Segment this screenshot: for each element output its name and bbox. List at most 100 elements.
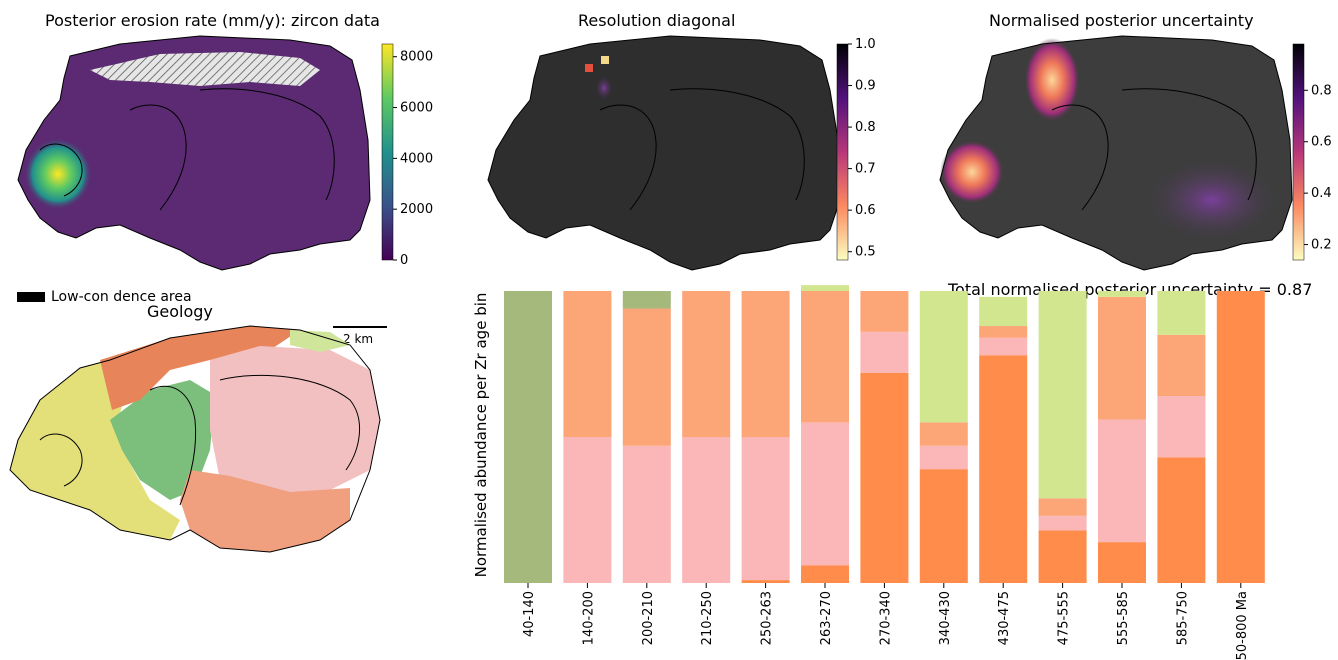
erosion-map-shape xyxy=(18,36,370,270)
colorbar-tick-label: 0.6 xyxy=(855,203,876,218)
bar-segment xyxy=(801,422,849,566)
resolution-pixel xyxy=(601,56,609,64)
erosion-map xyxy=(17,35,371,271)
bar-segment xyxy=(801,565,849,583)
resolution-spot xyxy=(594,74,614,102)
bar-segment xyxy=(1157,396,1206,458)
x-tick-label: 340-430 xyxy=(938,591,953,645)
bar-segment xyxy=(1216,291,1265,583)
geology-salmon-unit xyxy=(180,470,350,552)
colorbar-tick-label: 0.5 xyxy=(855,245,876,260)
legend-label: Low-con dence area xyxy=(51,289,192,305)
bar-segment xyxy=(1157,291,1206,335)
colorbar-tick-label: 1.0 xyxy=(855,37,876,52)
bar-segment xyxy=(860,372,909,583)
bar-segment xyxy=(1098,291,1146,297)
uncertainty-area-east xyxy=(1142,156,1282,244)
x-tick-label: 585-750 xyxy=(1175,591,1190,645)
resolution-pixel xyxy=(585,64,593,72)
colorbar-tick-label: 0.7 xyxy=(855,162,876,177)
bar-segment xyxy=(1098,296,1146,420)
legend-swatch xyxy=(17,292,45,302)
colorbar-tick-label: 0.2 xyxy=(1311,238,1332,253)
uncertainty-hotspot-west xyxy=(940,140,1004,204)
bar-segment xyxy=(622,445,671,583)
resolution-map-shape xyxy=(488,36,840,270)
geology-map xyxy=(9,325,381,553)
bar-segment xyxy=(682,437,731,583)
colorbar-tick-label: 0 xyxy=(400,253,408,268)
bar-segment xyxy=(801,285,849,291)
uncertainty-colorbar-gradient xyxy=(1292,43,1305,261)
bar-segment xyxy=(622,308,671,446)
bar-segment xyxy=(919,422,968,446)
x-tick-label: 210-250 xyxy=(700,591,715,645)
geology-green-unit xyxy=(110,380,215,500)
erosion-map-title: Posterior erosion rate (mm/y): zircon da… xyxy=(45,11,380,30)
x-tick-label: 750-800 Ma xyxy=(1235,591,1250,660)
bar-segment xyxy=(741,437,790,581)
bar-segment xyxy=(979,326,1028,338)
bar-segment xyxy=(563,291,612,437)
bar-segment xyxy=(919,291,968,423)
resolution-map xyxy=(487,35,841,271)
y-axis-label: Normalised abundance per Zr age bin xyxy=(472,293,490,578)
x-tick-label: 263-270 xyxy=(819,591,834,645)
x-tick-label: 270-340 xyxy=(878,591,893,645)
bar-segment xyxy=(1038,515,1087,531)
bar-segment xyxy=(1157,457,1206,583)
resolution-colorbar-gradient xyxy=(836,43,849,261)
colorbar-tick-label: 6000 xyxy=(400,101,433,116)
scale-bar-line xyxy=(333,326,387,328)
geology-lightgreen-unit xyxy=(290,330,350,352)
bar-segment xyxy=(801,291,849,423)
erosion-colorbar-gradient xyxy=(381,43,394,261)
uncertainty-map-title: Normalised posterior uncertainty xyxy=(989,11,1254,30)
x-tick-label: 40-140 xyxy=(522,591,537,637)
bar-segment xyxy=(979,296,1028,327)
colorbar-tick-label: 0.4 xyxy=(1311,186,1332,201)
colorbar-tick-label: 0.9 xyxy=(855,79,876,94)
resolution-map-title: Resolution diagonal xyxy=(578,11,736,30)
hatch-low-confidence xyxy=(90,52,320,86)
bar-segment xyxy=(563,437,612,583)
bar-segment xyxy=(860,331,909,373)
resolution-colorbar: 0.5 0.6 0.7 0.8 0.9 1.0 xyxy=(836,37,876,261)
bar-segment xyxy=(741,291,790,437)
bar-segment xyxy=(741,580,790,583)
bar-segment xyxy=(860,291,909,332)
uncertainty-map xyxy=(939,35,1293,271)
bar-segment xyxy=(1038,291,1087,499)
geology-map-title: Geology xyxy=(147,302,213,321)
bar-segment xyxy=(919,469,968,583)
bar-segment xyxy=(1038,530,1087,583)
low-confidence-legend: Low-con dence area xyxy=(17,289,192,305)
x-tick-label: 555-585 xyxy=(1116,591,1131,645)
x-tick-label: 250-263 xyxy=(760,591,775,645)
colorbar-tick-label: 4000 xyxy=(400,151,433,166)
scale-bar-label: 2 km xyxy=(343,332,374,346)
bar-segment xyxy=(1157,334,1206,397)
geology-yellow-unit xyxy=(10,360,180,540)
erosion-hotspot xyxy=(24,138,92,210)
bar-segment xyxy=(979,355,1028,583)
x-tick-label: 475-555 xyxy=(1057,591,1072,645)
bar-segment xyxy=(1038,498,1087,516)
colorbar-tick-label: 8000 xyxy=(400,50,433,65)
colorbar-tick-label: 0.8 xyxy=(855,120,876,135)
geology-pink-unit xyxy=(210,346,380,494)
bar-segment xyxy=(1098,542,1146,583)
scale-bar: 2 km xyxy=(333,326,387,346)
bar-segment xyxy=(1098,419,1146,543)
colorbar-tick-label: 0.6 xyxy=(1311,135,1332,150)
x-tick-label: 140-200 xyxy=(581,591,596,645)
bar-segment xyxy=(682,291,731,437)
bar-segment xyxy=(504,291,552,583)
bar-segment xyxy=(622,291,671,309)
colorbar-tick-label: 0.8 xyxy=(1311,83,1332,98)
abundance-bar-chart: Normalised abundance per Zr age bin 40-1… xyxy=(472,285,1265,660)
bar-segment xyxy=(919,445,968,470)
uncertainty-hotspot-north xyxy=(1024,38,1080,122)
x-tick-label: 430-475 xyxy=(997,591,1012,645)
